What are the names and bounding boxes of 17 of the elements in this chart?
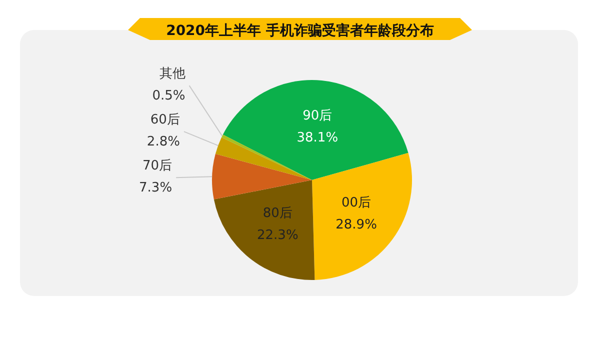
pie-slice (212, 154, 312, 200)
data-label: 28.9% (336, 218, 377, 233)
slice-label: 60后 (150, 112, 180, 128)
chart-title: 2020年上半年 手机诈骗受害者年龄段分布 (166, 22, 434, 39)
data-label: 22.3% (257, 228, 298, 243)
slice-label: 00后 (342, 196, 372, 211)
pie-slice (222, 80, 408, 180)
data-label: 38.1% (296, 130, 338, 146)
pie-slice (312, 152, 412, 280)
data-label: 0.5% (152, 88, 186, 104)
slice-label: 80后 (262, 206, 292, 221)
slice-label: 70后 (142, 158, 172, 174)
data-label: 2.8% (146, 134, 180, 150)
pie-slice (214, 180, 315, 280)
slice-label: 其他 (159, 66, 186, 82)
slice-label: 90后 (302, 108, 332, 124)
data-label: 7.3% (139, 180, 172, 196)
